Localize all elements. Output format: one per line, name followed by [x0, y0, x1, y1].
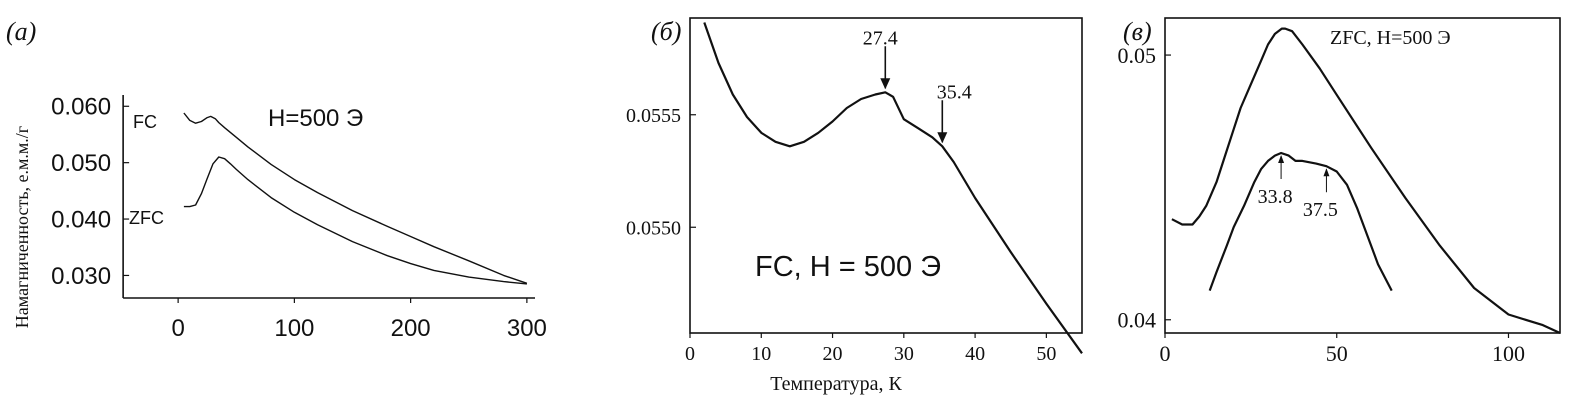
plot-frame [1164, 17, 1561, 334]
series-line-fc [703, 22, 1083, 354]
arrow-head [937, 132, 948, 144]
panel-a-label: (а) [6, 17, 36, 46]
panel-b: (б) Температура, К FC, H = 500 Э 0 10 20 30… [626, 17, 1083, 395]
y-tick-label: 0.05 [1118, 43, 1157, 68]
arrow-head [880, 78, 891, 90]
arrow-label: 35.4 [937, 81, 972, 103]
x-tick-label: 30 [894, 343, 914, 365]
arrow-label: 37.5 [1303, 199, 1338, 221]
x-tick-label: 100 [274, 315, 314, 342]
y-tick-label: 0.060 [51, 94, 111, 121]
arrow-label: 33.8 [1258, 186, 1293, 208]
panel-c: (в) ZFC, H=500 Э 0 50 100 0.04 0.05 33.8 37.5 [1118, 17, 1561, 366]
zfc-curve-label: ZFC [129, 208, 164, 228]
y-tick-label: 0.030 [51, 263, 111, 290]
plot-frame [689, 17, 1083, 334]
arrow-head [1323, 168, 1330, 177]
x-tick-label: 50 [1326, 341, 1348, 366]
y-tick-label: 0.040 [51, 206, 111, 233]
y-axis-label: Намагниченность, е.м.м./г [12, 126, 32, 328]
arrow-label: 27.4 [863, 27, 898, 49]
x-tick-label: 0 [685, 343, 695, 365]
x-tick-label: 200 [391, 315, 431, 342]
x-tick-label: 0 [1160, 341, 1171, 366]
field-annotation: FC, H = 500 Э [755, 251, 941, 283]
y-tick-label: 0.0555 [626, 105, 681, 127]
x-tick-label: 20 [823, 343, 843, 365]
series-line-zfc [1171, 27, 1561, 334]
y-tick-label: 0.050 [51, 150, 111, 177]
x-tick-label: 0 [171, 315, 184, 342]
series-line-fc [183, 112, 528, 284]
panel-b-label: (б) [651, 17, 681, 46]
x-axis-label: Температура, К [770, 373, 902, 395]
series-line-inset [1208, 151, 1393, 292]
x-tick-label: 10 [751, 343, 771, 365]
x-tick-label: 40 [965, 343, 985, 365]
panel-a: (а) Намагниченность, е.м.м./г H=500 Э FC… [6, 17, 547, 342]
y-tick-label: 0.04 [1118, 307, 1157, 332]
panel-c-label: (в) [1123, 17, 1152, 46]
series-line-zfc [183, 156, 527, 285]
x-tick-label: 50 [1036, 343, 1056, 365]
y-tick-label: 0.0550 [626, 217, 681, 239]
field-annotation: H=500 Э [268, 105, 363, 132]
fc-curve-label: FC [133, 112, 157, 132]
field-annotation: ZFC, H=500 Э [1330, 27, 1451, 49]
x-tick-label: 300 [507, 315, 547, 342]
x-tick-label: 100 [1492, 341, 1525, 366]
arrow-head [1278, 155, 1285, 163]
